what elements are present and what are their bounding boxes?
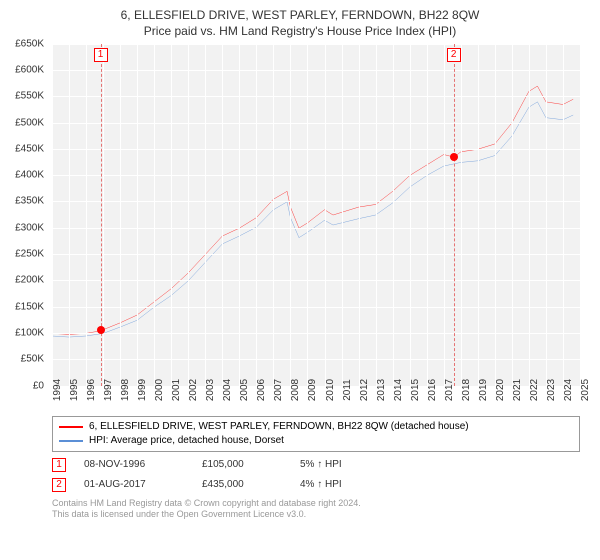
y-tick-label: £0 xyxy=(33,380,44,391)
x-tick-label: 2025 xyxy=(580,378,600,400)
y-tick-label: £550K xyxy=(15,91,44,102)
footer-line1: Contains HM Land Registry data © Crown c… xyxy=(52,498,588,510)
y-tick-label: £300K xyxy=(15,222,44,233)
footer-line2: This data is licensed under the Open Gov… xyxy=(52,509,588,521)
transaction-pct: 5% ↑ HPI xyxy=(300,459,370,470)
legend-swatch-property xyxy=(59,426,83,428)
legend-box: 6, ELLESFIELD DRIVE, WEST PARLEY, FERNDO… xyxy=(52,416,580,452)
line-svg xyxy=(52,44,580,386)
transaction-dot xyxy=(97,326,105,334)
legend-label-hpi: HPI: Average price, detached house, Dors… xyxy=(89,434,284,448)
legend-row: HPI: Average price, detached house, Dors… xyxy=(59,434,573,448)
y-tick-label: £150K xyxy=(15,301,44,312)
transaction-dot xyxy=(450,153,458,161)
chart-title-line2: Price paid vs. HM Land Registry's House … xyxy=(12,24,588,38)
transaction-row: 1 08-NOV-1996 £105,000 5% ↑ HPI xyxy=(52,458,580,472)
footer-text: Contains HM Land Registry data © Crown c… xyxy=(52,498,588,521)
transaction-marker-1: 1 xyxy=(52,458,66,472)
y-tick-label: £650K xyxy=(15,38,44,49)
legend-label-property: 6, ELLESFIELD DRIVE, WEST PARLEY, FERNDO… xyxy=(89,420,469,434)
x-axis-labels: 1994199519961997199819992000200120022003… xyxy=(52,386,580,414)
transaction-price: £105,000 xyxy=(202,459,282,470)
chart-area: 12 £0£50K£100K£150K£200K£250K£300K£350K£… xyxy=(52,44,580,414)
y-tick-label: £50K xyxy=(21,354,44,365)
transaction-pct: 4% ↑ HPI xyxy=(300,479,370,490)
transaction-date: 08-NOV-1996 xyxy=(84,459,184,470)
y-axis-labels: £0£50K£100K£150K£200K£250K£300K£350K£400… xyxy=(8,44,48,386)
transaction-date: 01-AUG-2017 xyxy=(84,479,184,490)
transaction-vline xyxy=(454,44,455,386)
y-tick-label: £500K xyxy=(15,117,44,128)
transaction-marker-2: 2 xyxy=(52,478,66,492)
transaction-table: 1 08-NOV-1996 £105,000 5% ↑ HPI 2 01-AUG… xyxy=(52,458,580,492)
transaction-row: 2 01-AUG-2017 £435,000 4% ↑ HPI xyxy=(52,478,580,492)
transaction-price: £435,000 xyxy=(202,479,282,490)
chart-title-line1: 6, ELLESFIELD DRIVE, WEST PARLEY, FERNDO… xyxy=(12,8,588,24)
y-tick-label: £600K xyxy=(15,64,44,75)
y-tick-label: £250K xyxy=(15,249,44,260)
legend-row: 6, ELLESFIELD DRIVE, WEST PARLEY, FERNDO… xyxy=(59,420,573,434)
y-tick-label: £350K xyxy=(15,196,44,207)
transaction-marker-box: 2 xyxy=(447,48,461,62)
plot-background: 12 xyxy=(52,44,580,386)
y-tick-label: £200K xyxy=(15,275,44,286)
legend-swatch-hpi xyxy=(59,440,83,442)
transaction-marker-box: 1 xyxy=(94,48,108,62)
y-tick-label: £100K xyxy=(15,327,44,338)
y-tick-label: £450K xyxy=(15,143,44,154)
y-tick-label: £400K xyxy=(15,170,44,181)
